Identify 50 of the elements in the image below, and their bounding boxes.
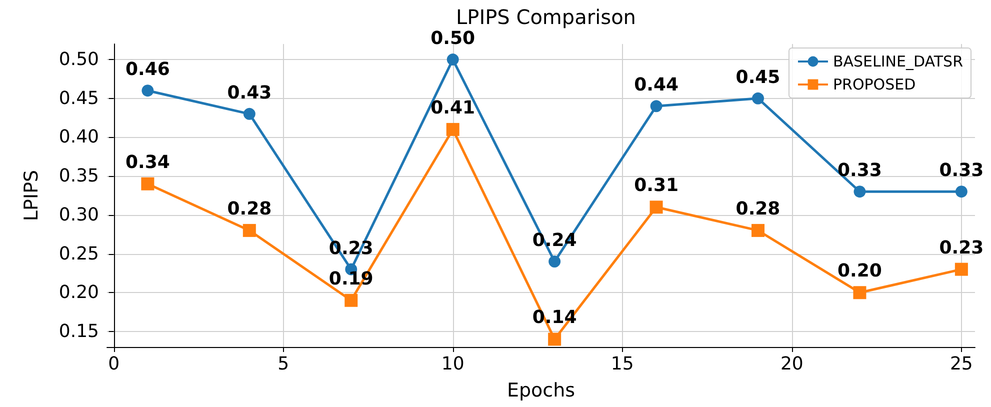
data-label: 0.23 bbox=[939, 237, 984, 258]
point bbox=[650, 200, 663, 214]
chart-title: LPIPS Comparison bbox=[456, 5, 636, 29]
point bbox=[548, 256, 561, 268]
data-label: 0.41 bbox=[430, 97, 476, 118]
point bbox=[344, 294, 358, 307]
data-label: 0.33 bbox=[838, 160, 882, 182]
data-label: 0.28 bbox=[736, 198, 780, 220]
y-tick-label: 0.40 bbox=[58, 126, 99, 148]
x-tick-label: 20 bbox=[780, 354, 804, 374]
y-tick-label: 0.20 bbox=[58, 282, 99, 304]
point bbox=[242, 224, 256, 237]
y-axis-title: LPIPS bbox=[20, 170, 42, 222]
data-label: 0.46 bbox=[125, 59, 170, 80]
x-tick-label: 10 bbox=[441, 354, 464, 374]
data-label: 0.45 bbox=[736, 66, 780, 88]
y-tick-label: 0.35 bbox=[58, 166, 99, 187]
point bbox=[141, 177, 154, 190]
data-label: 0.20 bbox=[838, 260, 882, 282]
data-label: 0.33 bbox=[939, 160, 984, 182]
data-label: 0.43 bbox=[227, 82, 272, 104]
legend-label: BASELINE_DATSR bbox=[832, 52, 964, 70]
data-label: 0.34 bbox=[125, 152, 170, 173]
y-tick-label: 0.45 bbox=[58, 88, 99, 109]
point bbox=[955, 186, 968, 198]
y-tick-label: 0.15 bbox=[58, 320, 99, 342]
point bbox=[142, 84, 154, 97]
legend-label: PROPOSED bbox=[832, 76, 916, 94]
x-axis-title: Epochs bbox=[506, 380, 576, 402]
point bbox=[752, 224, 764, 237]
y-tick-label: 0.25 bbox=[58, 243, 99, 264]
point bbox=[446, 122, 460, 136]
data-label: 0.31 bbox=[634, 175, 678, 196]
point bbox=[548, 332, 562, 346]
data-label: 0.28 bbox=[227, 198, 272, 220]
y-tick-label: 0.50 bbox=[58, 49, 99, 70]
point bbox=[446, 54, 459, 66]
x-tick-label: 25 bbox=[950, 354, 973, 374]
point bbox=[854, 186, 866, 198]
point bbox=[650, 100, 662, 112]
point bbox=[243, 108, 256, 120]
x-tick-label: 0 bbox=[108, 354, 120, 374]
x-tick-label: 15 bbox=[610, 354, 634, 374]
x-tick-label: 5 bbox=[278, 354, 290, 374]
data-label: 0.44 bbox=[634, 74, 678, 96]
point bbox=[853, 286, 866, 300]
y-tick-label: 0.30 bbox=[58, 204, 99, 226]
point bbox=[752, 92, 764, 104]
data-label: 0.50 bbox=[430, 28, 476, 50]
point bbox=[954, 262, 968, 276]
